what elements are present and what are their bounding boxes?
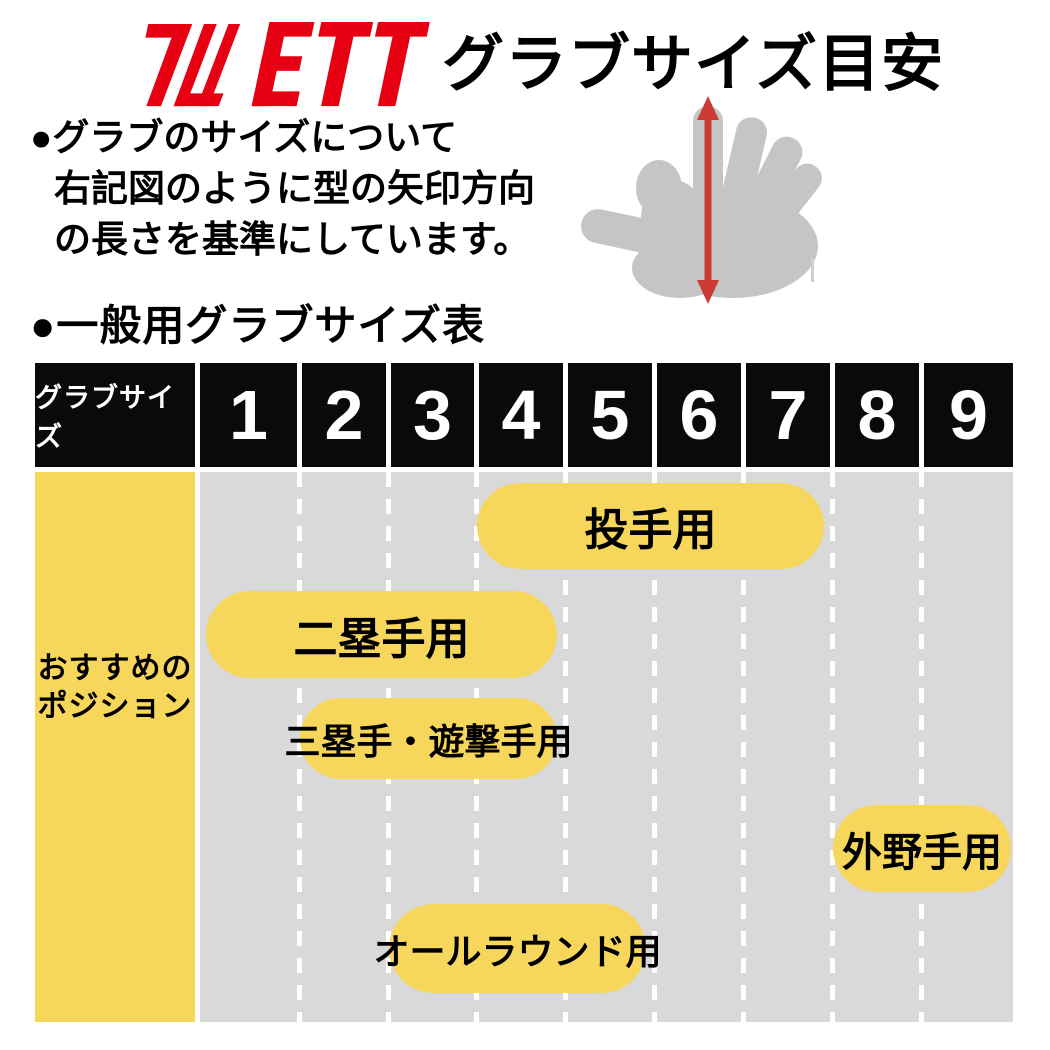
size-column-header: 8	[835, 363, 919, 467]
column-divider	[830, 472, 835, 1022]
page-header: グラブサイズ目安	[142, 22, 944, 110]
page-title: グラブサイズ目安	[442, 30, 945, 99]
row-label: おすすめの ポジション	[35, 472, 195, 1022]
size-column-header: 1	[200, 363, 297, 467]
size-column-header: 2	[302, 363, 386, 467]
position-grid: 投手用二塁手用三塁手・遊撃手用外野手用オールラウンド用	[200, 472, 1013, 1022]
hand-silhouette-icon	[581, 106, 822, 298]
column-divider	[919, 472, 924, 1022]
size-column-header: 3	[391, 363, 474, 467]
intro-line-3: の長さを基準にしています。	[54, 219, 531, 260]
zett-logo-icon	[145, 22, 430, 107]
position-pill: オールラウンド用	[374, 904, 662, 993]
size-column-header: 9	[924, 363, 1013, 467]
column-divider	[652, 472, 657, 1022]
position-pill: 三塁手・遊撃手用	[285, 698, 573, 779]
column-divider	[741, 472, 746, 1022]
hand-measurement-diagram	[575, 90, 885, 315]
table-body-row: おすすめの ポジション 投手用二塁手用三塁手・遊撃手用外野手用オールラウンド用	[35, 472, 1013, 1022]
size-column-header: 7	[746, 363, 830, 467]
size-column-header: 4	[479, 363, 563, 467]
intro-line-1: ●グラブのサイズについて	[30, 117, 458, 158]
intro-line-2: 右記図のように型の矢印方向	[54, 168, 535, 209]
table-section-heading: ●一般用グラブサイズ表	[30, 302, 486, 349]
measure-arrow-icon	[697, 96, 719, 304]
position-pill: 二塁手用	[206, 591, 557, 678]
intro-text: ●グラブのサイズについて 右記図のように型の矢印方向 の長さを基準にしています。	[30, 112, 535, 265]
row-label-line-1: おすすめの	[37, 652, 193, 685]
column-divider	[297, 472, 302, 1022]
table-header-label: グラブサイズ	[35, 363, 195, 467]
column-divider	[563, 472, 568, 1022]
position-pill: 外野手用	[833, 805, 1011, 892]
row-label-line-2: ポジション	[37, 690, 193, 723]
position-pill: 投手用	[477, 483, 824, 569]
size-column-header: 6	[657, 363, 741, 467]
size-column-header: 5	[568, 363, 652, 467]
